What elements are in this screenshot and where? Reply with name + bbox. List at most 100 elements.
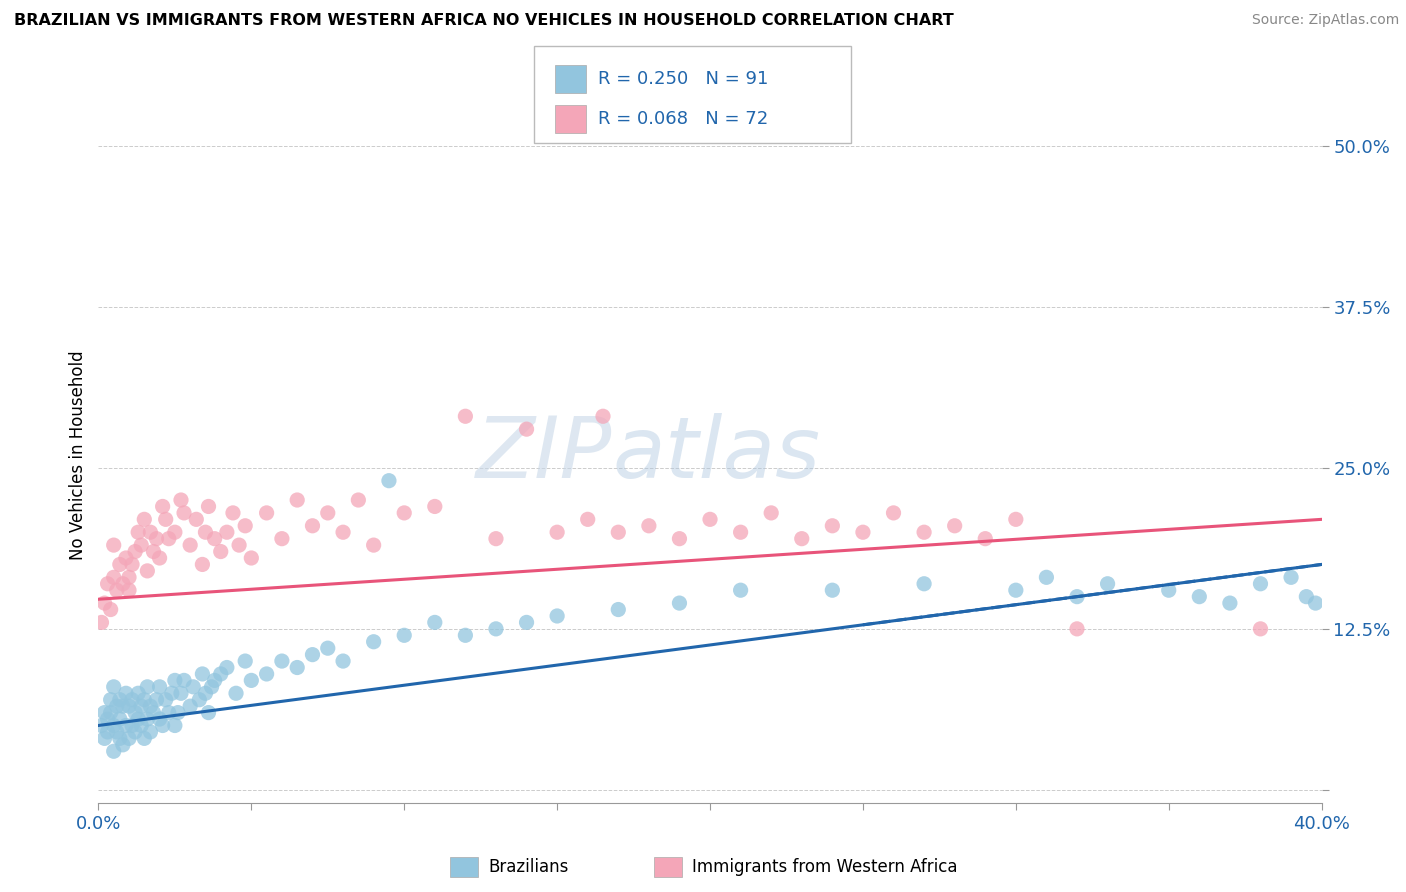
Point xyxy=(607,602,630,616)
Point xyxy=(699,512,721,526)
Point xyxy=(179,699,201,714)
Point xyxy=(1249,576,1271,591)
Point xyxy=(145,532,167,546)
Point xyxy=(115,686,138,700)
Point xyxy=(134,512,156,526)
Point xyxy=(576,512,599,526)
Point xyxy=(157,706,180,720)
Point xyxy=(127,525,149,540)
Point xyxy=(215,660,238,674)
Point xyxy=(485,532,508,546)
Point xyxy=(256,667,278,681)
Point xyxy=(100,692,122,706)
Point xyxy=(103,744,125,758)
Point xyxy=(136,712,159,726)
Point xyxy=(155,692,177,706)
Point xyxy=(316,506,339,520)
Point xyxy=(136,680,159,694)
Point xyxy=(285,493,308,508)
Point xyxy=(332,525,354,540)
Point xyxy=(108,731,131,746)
Point xyxy=(93,596,115,610)
Point xyxy=(134,731,156,746)
Point xyxy=(912,576,935,591)
Point xyxy=(173,673,195,688)
Point xyxy=(90,718,112,732)
Point xyxy=(1004,512,1026,526)
Point xyxy=(170,493,193,508)
Point xyxy=(149,551,172,566)
Point xyxy=(157,532,180,546)
Point xyxy=(454,409,477,424)
Point xyxy=(127,712,149,726)
Point xyxy=(97,712,120,726)
Point xyxy=(108,712,131,726)
Point xyxy=(730,525,752,540)
Point xyxy=(316,641,339,656)
Point xyxy=(149,712,172,726)
Point xyxy=(943,518,966,533)
Point xyxy=(668,532,690,546)
Point xyxy=(100,706,122,720)
Point xyxy=(139,725,162,739)
Point xyxy=(200,680,222,694)
Text: R = 0.068   N = 72: R = 0.068 N = 72 xyxy=(598,110,768,128)
Point xyxy=(173,506,195,520)
Point xyxy=(256,506,278,520)
Point xyxy=(105,583,128,598)
Point xyxy=(149,680,172,694)
Point xyxy=(115,551,138,566)
Point xyxy=(215,525,238,540)
Point xyxy=(191,558,214,572)
Point xyxy=(197,706,219,720)
Point xyxy=(163,718,186,732)
Point xyxy=(233,654,256,668)
Text: BRAZILIAN VS IMMIGRANTS FROM WESTERN AFRICA NO VEHICLES IN HOUSEHOLD CORRELATION: BRAZILIAN VS IMMIGRANTS FROM WESTERN AFR… xyxy=(14,13,953,29)
Point xyxy=(392,506,416,520)
Point xyxy=(485,622,508,636)
Point xyxy=(1188,590,1211,604)
Point xyxy=(378,474,401,488)
Point xyxy=(100,602,122,616)
Point xyxy=(118,699,141,714)
Point xyxy=(152,718,174,732)
Point xyxy=(821,518,844,533)
Point xyxy=(730,583,752,598)
Point xyxy=(127,686,149,700)
Point xyxy=(883,506,905,520)
Point xyxy=(108,558,131,572)
Text: Brazilians: Brazilians xyxy=(488,858,568,876)
Point xyxy=(129,699,152,714)
Point xyxy=(121,692,143,706)
Point xyxy=(181,680,204,694)
Point xyxy=(637,518,661,533)
Point xyxy=(225,686,247,700)
Point xyxy=(103,718,125,732)
Text: R = 0.250   N = 91: R = 0.250 N = 91 xyxy=(598,70,768,87)
Point xyxy=(145,692,167,706)
Point xyxy=(124,544,146,558)
Point xyxy=(90,615,112,630)
Point xyxy=(363,634,385,648)
Point xyxy=(1305,596,1327,610)
Y-axis label: No Vehicles in Household: No Vehicles in Household xyxy=(69,350,87,560)
Point xyxy=(592,409,614,424)
Text: atlas: atlas xyxy=(612,413,820,497)
Point xyxy=(103,570,125,584)
Point xyxy=(191,667,214,681)
Point xyxy=(209,544,232,558)
Point xyxy=(136,564,159,578)
Point xyxy=(423,615,446,630)
Text: ZIP: ZIP xyxy=(475,413,612,497)
Point xyxy=(155,512,177,526)
Point xyxy=(170,686,193,700)
Point xyxy=(852,525,875,540)
Point xyxy=(516,422,538,436)
Point xyxy=(115,718,138,732)
Point xyxy=(392,628,416,642)
Point xyxy=(668,596,690,610)
Point xyxy=(194,686,217,700)
Text: Immigrants from Western Africa: Immigrants from Western Africa xyxy=(692,858,957,876)
Point xyxy=(103,538,125,552)
Point xyxy=(97,725,120,739)
